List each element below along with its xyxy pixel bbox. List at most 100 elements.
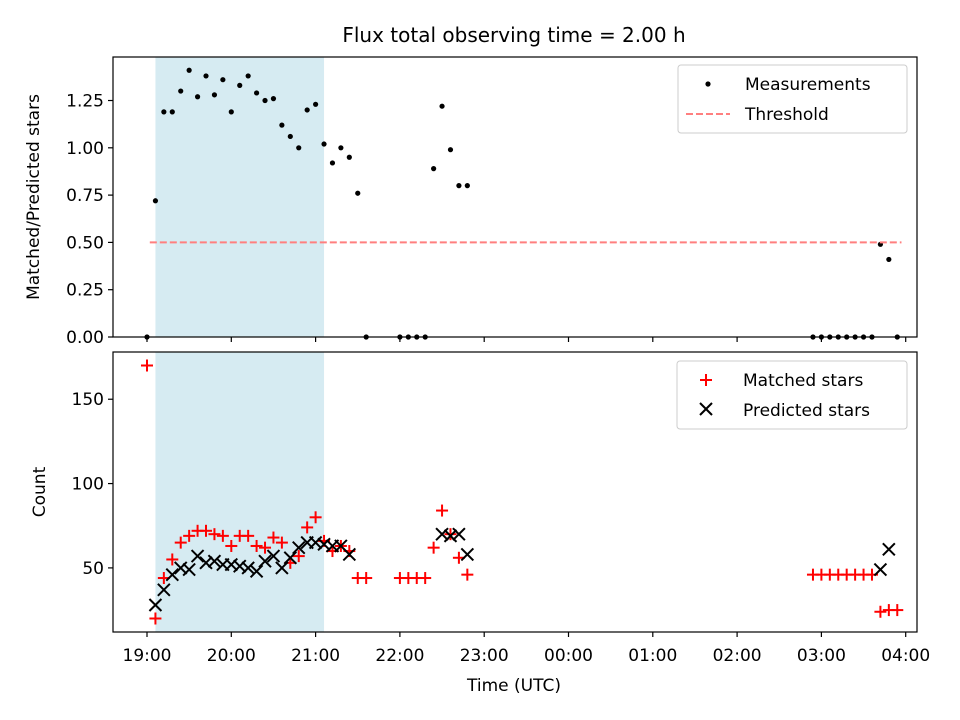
- predicted-star-point: [165, 567, 179, 582]
- measurement-point: [329, 160, 336, 166]
- predicted-star-point: [460, 547, 475, 562]
- matched-star-point: [267, 531, 280, 544]
- y-tick-label: 0.25: [66, 281, 104, 301]
- y-tick-label: 1.00: [66, 139, 104, 159]
- matched-star-point: [141, 359, 153, 372]
- predicted-star-point: [207, 554, 222, 568]
- matched-star-point: [301, 521, 314, 534]
- measurement-point: [270, 96, 277, 102]
- predicted-star-point: [249, 564, 264, 578]
- x-tick-label: 00:00: [544, 646, 593, 666]
- y-tick-label: 100: [72, 475, 104, 495]
- x-tick-label: 19:00: [123, 646, 172, 666]
- x-tick-label: 23:00: [460, 646, 509, 666]
- top-plot-marks: [144, 67, 902, 340]
- chart-title: Flux total observing time = 2.00 h: [342, 23, 685, 47]
- predicted-star-point: [873, 562, 888, 577]
- measurement-point: [178, 88, 184, 94]
- legend-predicted-label: Predicted stars: [743, 401, 870, 421]
- legend-matched-marker: [700, 374, 712, 386]
- predicted-star-point: [452, 527, 466, 541]
- x-tick-label: 02:00: [713, 646, 762, 666]
- measurement-point: [447, 147, 454, 153]
- matched-star-point: [242, 529, 255, 542]
- measurement-point: [262, 97, 268, 104]
- measurement-point: [237, 82, 243, 88]
- measurement-point: [431, 166, 437, 172]
- measurement-point: [346, 154, 352, 160]
- top-highlight-span: [155, 57, 325, 337]
- predicted-star-point: [292, 540, 306, 555]
- predicted-star-point: [258, 554, 272, 568]
- matched-star-point: [259, 541, 272, 554]
- matched-star-point: [419, 572, 432, 585]
- x-tick-label: 22:00: [375, 646, 424, 666]
- predicted-star-point: [342, 547, 357, 562]
- matched-star-point: [183, 529, 196, 542]
- measurement-point: [220, 77, 226, 83]
- y-tick-label: 0.50: [66, 233, 104, 253]
- matched-star-point: [149, 612, 162, 625]
- bottom-plot-marks: [141, 359, 904, 625]
- predicted-star-point: [157, 583, 171, 597]
- matched-star-point: [874, 605, 887, 618]
- measurement-point: [161, 109, 167, 115]
- bottom-y-axis-ticks: 50 100 150: [72, 390, 113, 579]
- legend-measurements-label: Measurements: [745, 75, 871, 95]
- measurement-point: [203, 73, 209, 79]
- predicted-star-point: [882, 542, 896, 557]
- y-tick-label: 0.75: [66, 186, 104, 206]
- top-legend: Measurements Threshold: [677, 64, 908, 134]
- measurement-point: [456, 183, 462, 189]
- top-plot-frame: [112, 56, 918, 338]
- y-tick-label: 1.25: [66, 92, 104, 112]
- matched-star-point: [200, 524, 213, 537]
- measurement-point: [253, 90, 260, 96]
- measurement-point: [211, 92, 218, 98]
- predicted-star-point: [148, 598, 163, 612]
- y-tick-label: 50: [82, 559, 104, 579]
- matched-star-point: [166, 553, 179, 566]
- matched-star-point: [360, 572, 373, 585]
- measurement-point: [464, 183, 470, 189]
- bottom-legend: Matched stars Predicted stars: [676, 360, 908, 430]
- bottom-x-axis-ticks: 19:00 20:00 21:00 22:00 23:00 00:00 01:00 02:00…: [123, 632, 930, 666]
- matched-star-point: [309, 511, 322, 524]
- top-legend-box: [677, 64, 908, 134]
- matched-star-point: [275, 536, 288, 549]
- legend-predicted-marker: [699, 402, 713, 416]
- legend-threshold-label: Threshold: [744, 105, 829, 125]
- matched-star-point: [444, 528, 457, 541]
- x-tick-label: 21:00: [291, 646, 340, 666]
- matched-star-point: [891, 604, 904, 617]
- top-panel: 0.00 0.25 0.50 0.75 1.00 1.25 Matched/Predict…: [24, 56, 918, 348]
- bottom-panel: 50 100 150 19:00 20:00 21:00 22:00 23:00 00:00 0…: [30, 351, 930, 696]
- top-y-axis-ticks: 0.00 0.25 0.50 0.75 1.00 1.25: [66, 92, 113, 348]
- measurement-point: [321, 141, 327, 147]
- matched-star-point: [292, 550, 305, 563]
- measurement-point: [338, 145, 344, 151]
- bottom-legend-box: [676, 360, 908, 430]
- legend-measurements-marker: [705, 81, 711, 87]
- top-y-axis-label: Matched/Predicted stars: [24, 94, 44, 300]
- measurement-point: [886, 256, 892, 263]
- x-tick-label: 20:00: [207, 646, 256, 666]
- matched-star-point: [250, 539, 263, 552]
- measurement-point: [304, 107, 310, 113]
- predicted-star-point: [266, 549, 281, 563]
- legend-matched-label: Matched stars: [743, 371, 863, 391]
- x-tick-label: 01:00: [628, 646, 677, 666]
- measurement-point: [296, 145, 302, 151]
- matched-star-point: [436, 504, 449, 517]
- measurement-point: [186, 67, 192, 73]
- x-tick-label: 03:00: [797, 646, 846, 666]
- matched-star-point: [461, 568, 474, 581]
- measurement-point: [439, 103, 445, 109]
- measurement-point: [169, 109, 175, 115]
- measurement-point: [245, 73, 251, 79]
- bottom-plot-frame: [112, 351, 918, 633]
- measurement-point: [313, 101, 319, 107]
- predicted-star-point: [182, 562, 196, 577]
- predicted-star-point: [241, 561, 255, 575]
